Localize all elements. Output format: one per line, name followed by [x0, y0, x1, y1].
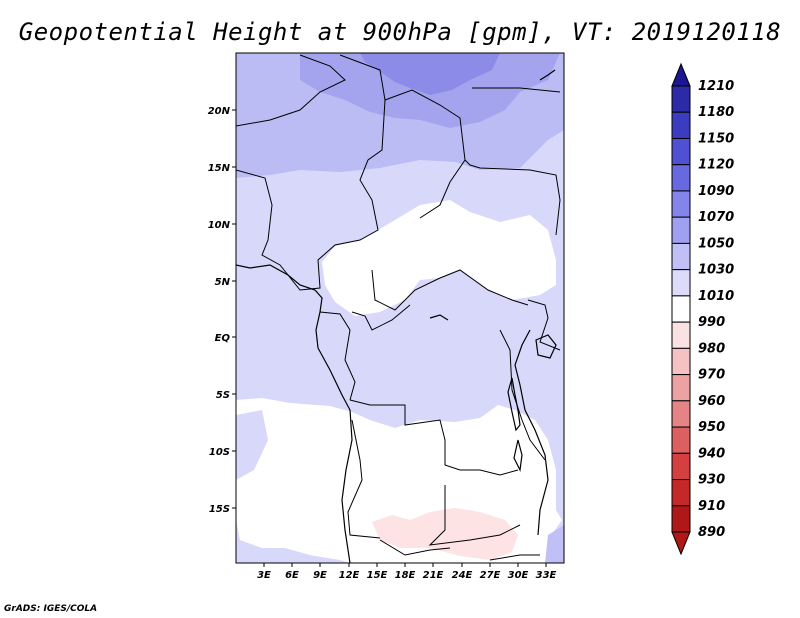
- colorbar-label: 990: [698, 315, 725, 330]
- colorbar-segment: [671, 137, 691, 166]
- map-title: Geopotential Height at 900hPa [gpm], VT:…: [18, 18, 782, 46]
- lon-label-6e: 6E: [285, 570, 299, 581]
- colorbar-label: 1030: [698, 263, 734, 278]
- colorbar-top-arrow: [671, 62, 691, 87]
- colorbar-label: 970: [698, 368, 725, 383]
- colorbar-segment: [671, 505, 691, 533]
- coastlines: [236, 69, 556, 563]
- colorbar-label: 1180: [698, 105, 734, 120]
- colorbar-segment: [671, 295, 691, 323]
- colorbar: 1210 1180 1150 1120 1090 1070 1050 1030 1010 990 9…: [671, 62, 734, 556]
- lat-label-5s: 5S: [216, 390, 230, 401]
- lat-label-15s: 15S: [209, 504, 230, 515]
- colorbar-segment: [671, 426, 691, 454]
- colorbar-label: 960: [698, 394, 725, 409]
- lat-label-20n: 20N: [208, 106, 231, 117]
- lon-label-27e: 27E: [480, 570, 501, 581]
- colorbar-label: 1150: [698, 131, 734, 146]
- colorbar-segment: [671, 85, 691, 113]
- field-990-1010-central: [322, 200, 556, 316]
- field-1070-1090: [360, 53, 500, 95]
- lat-label-eq: EQ: [215, 333, 231, 344]
- field-1030-southeast: [545, 525, 564, 563]
- lon-label-15e: 15E: [367, 570, 388, 581]
- field-1010-1030-west-coast: [236, 410, 268, 480]
- colorbar-label: 890: [698, 525, 725, 540]
- colorbar-label: 1010: [698, 289, 734, 304]
- field-1010-1030-southwest: [236, 540, 350, 563]
- colorbar-segment: [671, 190, 691, 218]
- lon-label-18e: 18E: [395, 570, 416, 581]
- lake-malawi: [513, 439, 523, 473]
- colorbar-bottom-arrow: [671, 531, 691, 556]
- lon-label-33e: 33E: [536, 570, 557, 581]
- colorbar-label: 1050: [698, 236, 734, 251]
- lat-label-10n: 10N: [208, 220, 231, 231]
- lat-label-15n: 15N: [208, 163, 231, 174]
- colorbar-segment: [671, 374, 691, 402]
- colorbar-label: 930: [698, 473, 725, 488]
- lakes: [429, 314, 557, 473]
- latitude-axis: 20N 15N 10N 5N EQ 5S 10S 15S: [208, 106, 236, 515]
- colorbar-segment: [671, 400, 691, 428]
- colorbar-label: 950: [698, 420, 725, 435]
- colorbar-segment: [671, 242, 691, 271]
- colorbar-label: 910: [698, 499, 725, 514]
- colorbar-label: 1120: [698, 158, 734, 173]
- lat-label-5n: 5N: [215, 277, 231, 288]
- colorbar-label: 1090: [698, 184, 734, 199]
- colorbar-segment: [671, 216, 691, 244]
- colorbar-segment: [671, 164, 691, 192]
- geopotential-field: [236, 53, 564, 563]
- colorbar-segment: [671, 479, 691, 507]
- colorbar-segment: [671, 321, 691, 349]
- colorbar-segment: [671, 111, 691, 139]
- lon-label-30e: 30E: [508, 570, 529, 581]
- lon-label-12e: 12E: [339, 570, 360, 581]
- lat-label-10s: 10S: [209, 447, 230, 458]
- footer-credit: GrADS: IGES/COLA: [4, 604, 98, 614]
- colorbar-segment: [671, 347, 691, 376]
- colorbar-label: 980: [698, 341, 725, 356]
- colorbar-segment: [671, 269, 691, 297]
- colorbar-label: 940: [698, 446, 725, 461]
- lon-label-21e: 21E: [423, 570, 444, 581]
- colorbar-segment: [671, 452, 691, 481]
- lon-label-3e: 3E: [257, 570, 271, 581]
- colorbar-label: 1210: [698, 79, 734, 94]
- lon-label-24e: 24E: [452, 570, 473, 581]
- lake-tanganyika: [507, 377, 521, 432]
- map-frame: [235, 52, 565, 564]
- lon-label-9e: 9E: [313, 570, 327, 581]
- colorbar-label: 1070: [698, 210, 734, 225]
- field-980-990-low: [372, 508, 518, 560]
- lake-inland: [429, 314, 449, 321]
- longitude-axis: 3E 6E 9E 12E 15E 18E 21E 24E 27E 30E 33E: [257, 563, 557, 581]
- lake-victoria: [535, 334, 557, 359]
